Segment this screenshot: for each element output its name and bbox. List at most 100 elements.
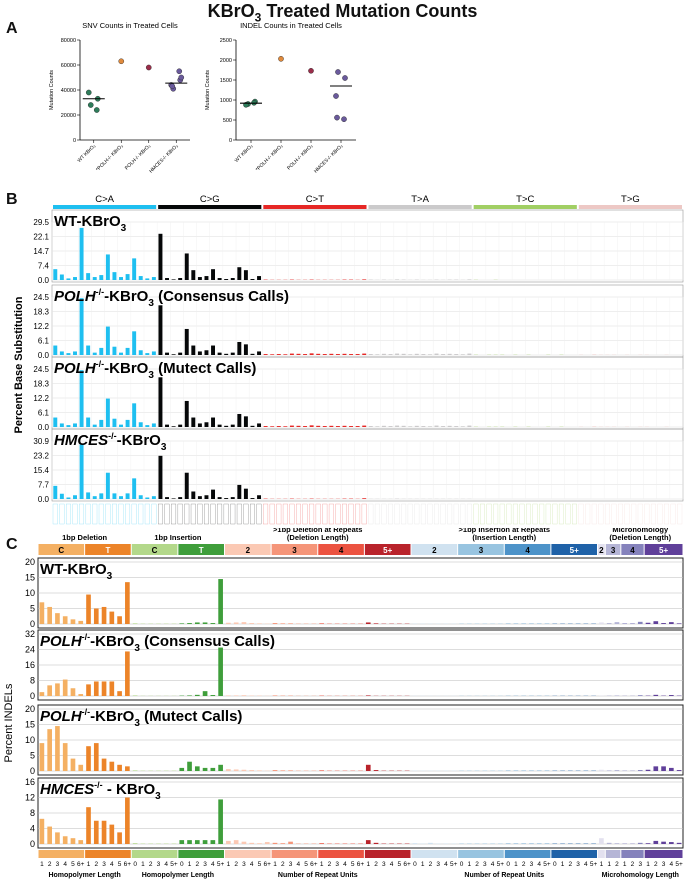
- indel-xtick-label: 4: [211, 861, 215, 868]
- indel-panel-title-name: POLH: [40, 633, 83, 650]
- indel-bar: [39, 818, 45, 844]
- indel-xtick-label: 3: [436, 861, 440, 868]
- indel-point: [341, 116, 347, 122]
- indel-bar: [288, 623, 293, 624]
- indel-ytick-label: 0: [30, 766, 35, 776]
- sbs-context-label: [52, 503, 58, 525]
- indel-xtick-label: 0: [180, 861, 184, 868]
- indel-panel-title: POLH-/--KBrO3 (Consensus Calls): [40, 632, 275, 654]
- sbs-bar: [375, 426, 380, 427]
- snv-ytick-label: 0: [73, 138, 76, 144]
- sbs-bar: [191, 345, 196, 355]
- sbs-bar: [53, 269, 58, 280]
- indel-xtick-label: *POLH-/- KBrO₃: [255, 143, 285, 173]
- indel-panel-title-name: WT-KBrO: [40, 561, 107, 578]
- sbs-bar: [401, 425, 406, 427]
- indel-bar: [637, 770, 643, 771]
- sbs-ytick-label: 14.7: [33, 247, 49, 256]
- indel-bar: [202, 767, 208, 771]
- indel-xtick-label: 1: [600, 861, 604, 868]
- snv-point: [145, 64, 152, 71]
- sbs-panel-title-name: POLH: [54, 288, 97, 305]
- sbs-bar: [224, 279, 229, 280]
- indel-bar: [249, 623, 255, 624]
- indel-bottom-strip: [271, 850, 318, 858]
- sbs-context-label: [447, 503, 453, 525]
- indel-bar: [637, 621, 643, 624]
- sbs-bar: [395, 353, 400, 355]
- indel-bar: [241, 841, 247, 844]
- sbs-panel-title: POLH-/--KBrO3 (Consensus Calls): [54, 287, 289, 309]
- sbs-bar: [145, 278, 150, 280]
- sbs-ytick-label: 30.9: [33, 437, 49, 446]
- sbs-bar: [243, 488, 248, 499]
- sbs-context-label: [282, 503, 288, 525]
- sbs-context-label: [618, 503, 623, 525]
- sbs-bar: [105, 326, 110, 355]
- indel-group-header: >1bp Insertion at Repeats: [459, 528, 550, 534]
- sbs-ytick-label: 12.2: [33, 394, 49, 403]
- snv-point: [176, 68, 183, 75]
- sbs-bar: [53, 485, 58, 499]
- sbs-bar: [184, 400, 189, 427]
- snv-xtick-label: POLH-/- KBrO₃: [124, 143, 152, 171]
- indel-bar: [202, 840, 208, 844]
- sbs-bar: [66, 497, 71, 499]
- indel-bar: [132, 695, 138, 696]
- indel-xtick-label: 2: [429, 861, 433, 868]
- sbs-panel-title-name: HMCES: [54, 432, 108, 449]
- sbs-bar: [243, 270, 248, 280]
- sbs-bar: [257, 351, 262, 355]
- indel-ytick-label: 1000: [220, 98, 232, 104]
- sbs-context-label: [302, 503, 308, 525]
- sbs-panel-title-sup: -/-: [96, 359, 105, 369]
- indel-bar: [645, 769, 651, 771]
- indel-xtick-label: 0: [413, 861, 417, 868]
- indel-bar: [614, 622, 620, 624]
- indel-xtick-label: 2: [631, 861, 635, 868]
- sbs-context-label: [434, 503, 439, 525]
- indel-xtick-label: 2: [149, 861, 153, 868]
- indel-panel-title-sup: -/-: [82, 707, 91, 717]
- indel-xtick-label: 4: [537, 861, 541, 868]
- sbs-panel-title-sub: 3: [148, 298, 154, 309]
- sbs-context-label: [519, 503, 525, 525]
- sbs-bar: [349, 354, 354, 355]
- indel-xtick-label: 5: [304, 861, 308, 868]
- sbs-panel-title-tail: (Mutect Calls): [154, 360, 257, 377]
- snv-point: [87, 102, 94, 108]
- indel-bar: [125, 797, 130, 844]
- indel-class-box-label: C: [152, 546, 158, 555]
- indel-xtick-label: 1: [467, 861, 471, 868]
- indel-group-header: >1bp Deletion at Repeats: [273, 528, 362, 534]
- sbs-bar: [79, 370, 84, 427]
- sbs-context-label: [98, 503, 104, 525]
- sbs-class-label: T>A: [411, 194, 429, 205]
- indel-ytick-label: 2500: [220, 38, 232, 44]
- sbs-context-label: [223, 503, 229, 525]
- indel-class-box: [411, 544, 458, 555]
- indel-bar: [257, 623, 262, 624]
- indel-bar: [226, 769, 231, 771]
- sbs-bar: [125, 274, 130, 280]
- sbs-bar: [138, 276, 143, 280]
- sbs-bar: [59, 423, 64, 427]
- sbs-ytick-label: 18.3: [33, 308, 49, 317]
- sbs-context-label: [427, 503, 433, 525]
- indel-bottom-axis-label: Microhomology Length: [602, 872, 679, 879]
- sbs-bar: [184, 328, 189, 355]
- sbs-bar: [79, 444, 84, 499]
- sbs-bar: [92, 352, 97, 355]
- indel-bar: [117, 832, 122, 844]
- indel-bottom-strip: [644, 850, 683, 858]
- sbs-bar: [421, 426, 426, 427]
- snv-ylabel: Mutation Counts: [49, 70, 55, 110]
- indel-bar: [653, 694, 659, 696]
- sbs-bar: [158, 455, 163, 499]
- indel-bar: [109, 611, 115, 624]
- indel-bar: [70, 838, 76, 844]
- sbs-ytick-label: 7.4: [38, 262, 50, 271]
- sbs-bar: [296, 353, 301, 355]
- indel-bar: [257, 843, 262, 844]
- indel-xtick-label: 3: [335, 861, 339, 868]
